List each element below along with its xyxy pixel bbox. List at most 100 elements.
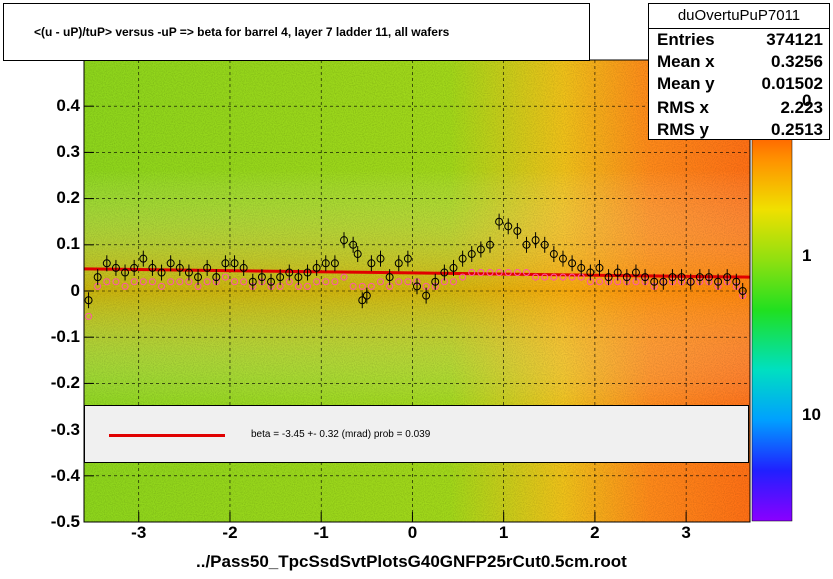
profile-point-black xyxy=(121,268,130,277)
legend-fit-line-swatch xyxy=(109,434,225,437)
profile-point-black xyxy=(549,250,558,259)
profile-point-black xyxy=(631,268,640,277)
x-tick-label: -1 xyxy=(313,523,329,542)
profile-point-black xyxy=(353,250,362,259)
profile-point-pink xyxy=(112,278,120,286)
stats-box: duOvertuPuP7011 Entries 374121 Mean x 0.… xyxy=(648,3,830,140)
y-tick-label: -0.5 xyxy=(50,512,80,531)
profile-point-black xyxy=(558,254,567,263)
profile-point-pink xyxy=(139,278,147,286)
profile-point-black xyxy=(130,263,139,272)
profile-point-black xyxy=(641,273,650,282)
z-tick-label: 0 xyxy=(802,91,812,110)
profile-point-black xyxy=(102,259,111,268)
profile-point-black xyxy=(422,291,431,300)
profile-point-pink xyxy=(404,278,412,286)
y-tick-label: -0.2 xyxy=(50,373,80,392)
profile-point-black xyxy=(175,263,184,272)
profile-point-black xyxy=(604,273,613,282)
profile-point-black xyxy=(349,240,358,249)
profile-point-black xyxy=(239,263,248,272)
profile-point-pink xyxy=(513,269,521,277)
profile-point-pink xyxy=(532,273,540,281)
profile-point-pink xyxy=(130,278,138,286)
profile-point-pink xyxy=(595,278,603,286)
stats-value: 0.01502 xyxy=(761,74,823,93)
stats-divider xyxy=(649,28,829,29)
profile-point-black xyxy=(166,259,175,268)
profile-point-pink xyxy=(304,282,312,290)
profile-point-black xyxy=(84,296,93,305)
profile-point-black xyxy=(485,240,494,249)
chart-title: <(u - uP)/tuP> versus -uP => beta for ba… xyxy=(34,25,450,39)
profile-point-pink xyxy=(377,278,385,286)
profile-point-black xyxy=(394,259,403,268)
profile-point-pink xyxy=(486,269,494,277)
profile-point-black xyxy=(111,263,120,272)
profile-point-black xyxy=(148,263,157,272)
profile-point-black xyxy=(203,263,212,272)
profile-point-black xyxy=(93,273,102,282)
profile-point-black xyxy=(358,296,367,305)
profile-point-black xyxy=(595,263,604,272)
profile-point-black xyxy=(732,277,741,286)
z-tick-label: 1 xyxy=(802,246,812,265)
profile-point-pink xyxy=(148,278,156,286)
profile-point-black xyxy=(321,259,330,268)
profile-point-black xyxy=(467,250,476,259)
profile-point-black xyxy=(184,268,193,277)
profile-point-black xyxy=(330,259,339,268)
profile-point-pink xyxy=(340,273,348,281)
x-tick-label: 1 xyxy=(498,523,509,542)
stats-value: 0.3256 xyxy=(771,52,823,71)
profile-point-pink xyxy=(550,273,558,281)
stats-label: Entries xyxy=(657,30,715,49)
profile-point-pink xyxy=(231,278,239,286)
y-tick-label: 0.2 xyxy=(56,188,80,207)
profile-point-black xyxy=(303,268,312,277)
profile-point-black xyxy=(568,259,577,268)
profile-point-pink xyxy=(158,282,166,290)
profile-point-pink xyxy=(358,282,366,290)
profile-point-black xyxy=(650,277,659,286)
profile-point-black xyxy=(513,226,522,235)
x-tick-label: 2 xyxy=(590,523,600,542)
profile-point-black xyxy=(312,263,321,272)
profile-point-pink xyxy=(367,282,375,290)
stats-label: Mean x xyxy=(657,52,715,71)
profile-point-black xyxy=(622,273,631,282)
profile-point-black xyxy=(668,273,677,282)
x-tick-label: 0 xyxy=(407,523,418,542)
profile-point-black xyxy=(586,268,595,277)
profile-point-black xyxy=(362,291,371,300)
profile-point-black xyxy=(403,254,412,263)
profile-series-black xyxy=(84,213,747,309)
profile-point-pink xyxy=(322,278,330,286)
y-tick-label: 0 xyxy=(70,281,80,300)
profile-point-pink xyxy=(240,278,248,286)
profile-point-pink xyxy=(221,273,229,281)
profile-point-pink xyxy=(349,282,357,290)
profile-point-pink xyxy=(477,269,485,277)
profile-point-black xyxy=(695,273,704,282)
y-tick-label: -0.3 xyxy=(50,420,80,439)
profile-point-pink xyxy=(331,278,339,286)
z-tick-label: 10 xyxy=(802,405,821,424)
legend-box: beta = -3.45 +- 0.32 (mrad) prob = 0.039 xyxy=(84,405,749,463)
profile-point-black xyxy=(367,259,376,268)
x-tick-label: -3 xyxy=(131,523,147,542)
profile-point-black xyxy=(194,273,203,282)
profile-point-black xyxy=(285,268,294,277)
stats-label: RMS y xyxy=(657,120,709,139)
x-tick-label: -2 xyxy=(222,523,238,542)
profile-point-black xyxy=(440,268,449,277)
profile-point-black xyxy=(686,277,695,286)
y-tick-label: 0.4 xyxy=(56,96,80,115)
y-tick-label: 0.1 xyxy=(56,234,80,253)
profile-point-pink xyxy=(176,278,184,286)
profile-point-black xyxy=(294,273,303,282)
y-tick-label: -0.1 xyxy=(50,327,80,346)
profile-point-black xyxy=(431,277,440,286)
profile-point-black xyxy=(613,268,622,277)
profile-point-black xyxy=(659,277,668,286)
